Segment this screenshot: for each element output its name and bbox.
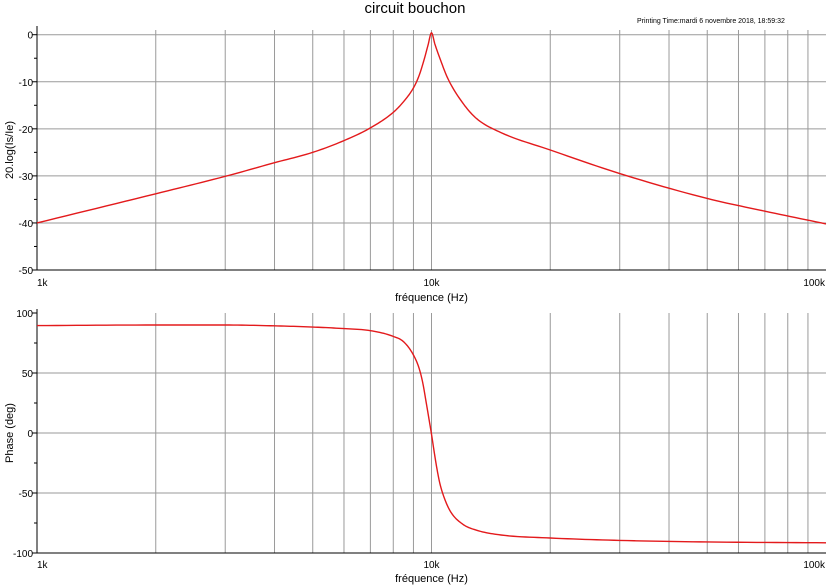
y-tick-label: 0: [27, 31, 33, 42]
y-tick-label: -40: [19, 219, 34, 230]
y-tick-label: -30: [19, 172, 34, 183]
x-tick-label: 100k: [803, 278, 826, 289]
x-tick-label: 1k: [37, 560, 49, 571]
page-title: circuit bouchon: [364, 0, 466, 17]
y-tick-label: -100: [13, 549, 33, 560]
y-tick-label: -50: [19, 489, 34, 500]
printing-time: Printing Time:mardi 6 novembre 2018, 18:…: [637, 18, 785, 25]
y-tick-label: 50: [22, 369, 34, 380]
phase-plot: 100 50 0 -50 -100 1k 10k 100k fréquence (Hz) Phas…: [4, 309, 827, 585]
series-line: [36, 324, 827, 544]
x-axis-title: fréquence (Hz): [395, 292, 468, 304]
y-tick-label: -20: [19, 125, 34, 136]
x-tick-label: 100k: [803, 560, 826, 571]
y-tick-label: 0: [27, 429, 33, 440]
y-axis-title: Phase (deg): [4, 403, 16, 463]
series-line: [36, 32, 827, 225]
y-tick-label: -50: [19, 266, 34, 277]
y-tick-label: 100: [16, 309, 33, 320]
x-axis-title: fréquence (Hz): [395, 573, 468, 585]
y-axis-title: 20.log(Is/Ie): [4, 121, 16, 179]
y-tick-label: -10: [19, 78, 34, 89]
x-tick-label: 10k: [423, 278, 440, 289]
x-tick-label: 1k: [37, 278, 49, 289]
x-tick-label: 10k: [423, 560, 440, 571]
